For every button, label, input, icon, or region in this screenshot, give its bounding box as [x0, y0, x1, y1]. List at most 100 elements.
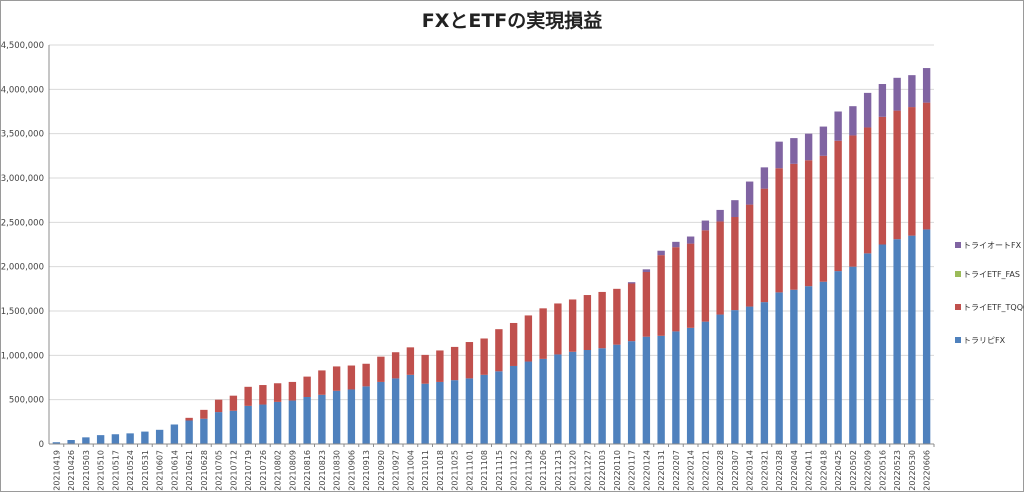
bar-segment-1: [200, 409, 208, 419]
legend-label: トライオートFX: [963, 241, 1022, 250]
x-axis-tick-labels: 20210419 20210426 20210503 20210510 20210517…: [52, 450, 931, 491]
bar-segment-1: [613, 288, 621, 345]
bar-segment-1: [863, 127, 872, 254]
bar-segment-1: [893, 110, 901, 240]
x-tick-label: 20210920: [377, 450, 386, 491]
x-tick-label: 20210503: [82, 450, 91, 491]
x-tick-label: 20220103: [598, 450, 607, 491]
bar-segment-0: [790, 289, 798, 444]
bar-segment-1: [657, 255, 665, 336]
bar-segment-0: [849, 266, 857, 444]
bar-segment-0: [96, 435, 105, 444]
bar-segment-0: [244, 405, 252, 444]
bar-segment-1: [819, 155, 828, 282]
bar-segment-1: [672, 247, 680, 332]
bar-segment-1: [185, 417, 193, 421]
bar-segment-0: [495, 371, 503, 444]
x-tick-label: 20220411: [805, 450, 814, 491]
bar-segment-1: [686, 243, 695, 328]
bar-segment-3: [672, 241, 680, 248]
x-tick-label: 20220418: [819, 450, 828, 491]
axes: [48, 45, 935, 447]
bar-segment-0: [185, 420, 193, 444]
x-tick-label: 20211101: [465, 450, 474, 491]
bar-segment-3: [716, 209, 724, 222]
bar-segment-0: [436, 381, 444, 444]
x-tick-label: 20220221: [701, 450, 710, 491]
bar-segment-3: [908, 75, 916, 108]
x-tick-label: 20210419: [52, 450, 61, 491]
x-tick-label: 20220307: [731, 450, 740, 491]
bar-segment-0: [775, 292, 783, 444]
bar-segment-1: [332, 366, 341, 391]
x-tick-label: 20210426: [67, 450, 76, 491]
x-tick-label: 20210726: [259, 450, 268, 491]
x-tick-label: 20220502: [849, 450, 858, 491]
bar-segment-0: [568, 351, 577, 444]
bar-segment-3: [745, 181, 754, 205]
bar-segment-1: [745, 204, 754, 307]
x-tick-label: 20210802: [274, 450, 283, 491]
x-tick-label: 20220509: [864, 450, 873, 491]
bar-segment-3: [701, 220, 710, 231]
bar-segment-1: [554, 303, 562, 355]
x-tick-label: 20220228: [716, 450, 725, 491]
bar-segment-0: [657, 335, 665, 444]
x-tick-label: 20211122: [510, 450, 519, 491]
bar-segment-0: [259, 404, 267, 444]
x-tick-label: 20210809: [288, 450, 297, 491]
bar-segment-0: [126, 433, 134, 444]
bar-segment-1: [922, 102, 931, 230]
bar-segment-0: [554, 354, 562, 444]
bar-segment-1: [495, 329, 503, 372]
bar-segment-0: [583, 350, 592, 444]
bar-segment-3: [849, 106, 857, 136]
bar-segment-1: [421, 354, 429, 384]
bar-segment-0: [760, 302, 769, 444]
bar-segment-0: [303, 397, 311, 444]
bar-segment-0: [863, 253, 872, 444]
bar-segment-1: [790, 163, 798, 290]
bar-segment-0: [406, 374, 415, 444]
bar-segment-1: [849, 135, 857, 267]
y-tick-label: 1,000,000: [1, 351, 44, 361]
bar-segment-0: [480, 374, 488, 444]
bar-segment-0: [745, 306, 754, 444]
bar-segment-0: [82, 437, 90, 444]
bar-segment-1: [509, 322, 518, 366]
bar-segment-1: [524, 315, 533, 362]
x-tick-label: 20220207: [672, 450, 681, 491]
x-tick-label: 20220124: [642, 450, 651, 491]
bar-segment-0: [731, 310, 739, 444]
bar-segment-0: [627, 341, 636, 444]
bar-segment-0: [421, 383, 429, 444]
bar-segment-0: [878, 244, 887, 444]
bar-segment-0: [672, 331, 680, 444]
bar-segment-1: [716, 221, 724, 315]
bar-segment-1: [568, 299, 577, 352]
bar-segment-0: [686, 327, 695, 444]
x-tick-label: 20210816: [303, 450, 312, 491]
x-tick-label: 20210524: [126, 450, 135, 491]
bar-segment-1: [318, 370, 326, 395]
bar-segment-3: [804, 133, 813, 161]
bar-segment-0: [155, 429, 164, 444]
x-tick-label: 20220110: [613, 450, 622, 491]
bar-segment-3: [878, 84, 887, 117]
bar-segment-1: [347, 365, 356, 390]
x-tick-label: 20211213: [554, 450, 563, 491]
bar-segment-0: [908, 235, 916, 444]
bar-segment-0: [170, 424, 179, 444]
x-tick-label: 20211227: [583, 450, 592, 491]
bar-segment-1: [377, 356, 385, 382]
bar-segment-1: [701, 230, 710, 322]
x-tick-label: 20211004: [406, 450, 415, 491]
x-tick-label: 20210510: [97, 450, 106, 491]
x-tick-label: 20211025: [451, 450, 460, 491]
bar-segment-0: [200, 418, 208, 444]
bar-segment-0: [613, 344, 621, 444]
bar-segment-3: [642, 269, 651, 272]
bar-segment-0: [318, 394, 326, 444]
bar-segment-0: [377, 381, 385, 444]
legend-label: トライETF_FAS: [963, 270, 1020, 279]
